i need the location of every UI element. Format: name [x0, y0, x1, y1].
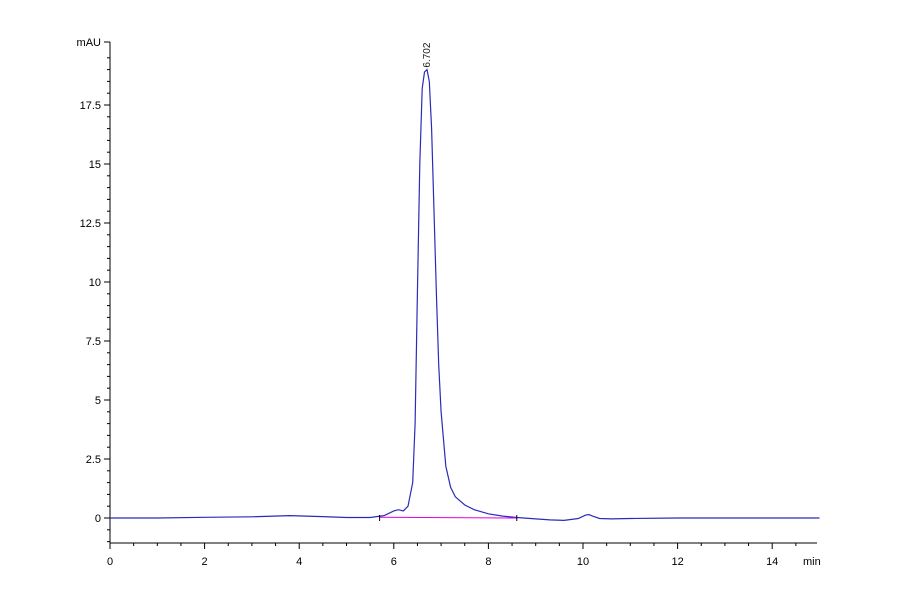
x-tick-label: 6 [391, 556, 397, 568]
y-axis-unit: mAU [77, 37, 102, 49]
x-tick-label: 4 [296, 556, 302, 568]
y-tick-label: 17.5 [80, 100, 101, 112]
chromatogram-trace [110, 68, 820, 522]
x-axis-unit: min [803, 556, 821, 568]
y-tick-label: 7.5 [86, 336, 101, 348]
x-tick-label: 2 [202, 556, 208, 568]
x-tick-label: 10 [577, 556, 589, 568]
x-tick-label: 12 [671, 556, 683, 568]
baseline-trace [379, 516, 517, 519]
series-layer [110, 68, 820, 522]
y-tick-label: 10 [89, 277, 101, 289]
x-tick-label: 0 [107, 556, 113, 568]
x-tick-label: 8 [485, 556, 491, 568]
y-tick-label: 15 [89, 159, 101, 171]
peak-retention-label: 6.702 [422, 42, 433, 67]
axes: 0 2.5 5 7.5 10 12.5 15 17.5 0 2 4 6 8 10 12 14 [80, 41, 817, 568]
annotations-layer: 6.702 [422, 42, 433, 67]
y-tick-label: 12.5 [80, 218, 101, 230]
y-tick-label: 5 [95, 395, 101, 407]
x-tick-label: 14 [766, 556, 778, 568]
y-tick-label: 2.5 [86, 454, 101, 466]
y-tick-label: 0 [95, 513, 101, 525]
